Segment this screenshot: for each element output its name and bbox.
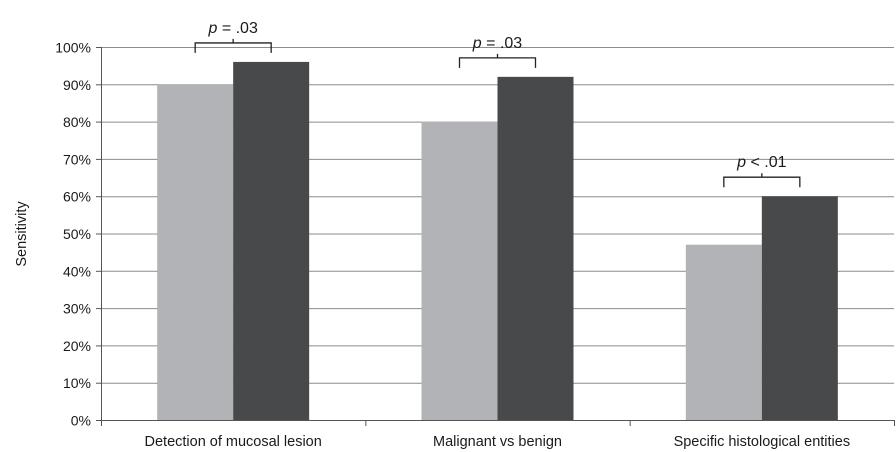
bar [497, 76, 574, 420]
bar [421, 121, 498, 420]
bar [233, 61, 310, 421]
x-category-label: Specific histological entities [674, 434, 851, 450]
y-tick-label: 30% [63, 301, 91, 317]
y-tick-label: 0% [71, 413, 91, 429]
y-tick-label: 10% [63, 375, 91, 391]
p-value-label: p = .03 [472, 35, 522, 52]
significance-annotations: p = .03 p = .03 p < .01 [194, 20, 801, 188]
y-tick-label: 50% [63, 226, 91, 242]
y-tick-label: 20% [63, 338, 91, 354]
y-tick-label: 60% [63, 189, 91, 205]
significance-bracket [723, 173, 801, 188]
bar [157, 84, 234, 421]
x-category-label: Detection of mucosal lesion [145, 434, 322, 450]
y-tick-label: 70% [63, 151, 91, 167]
bar [685, 244, 762, 420]
p-value-label: p < .01 [736, 154, 786, 171]
significance-bracket [194, 38, 272, 53]
x-category-label: Malignant vs benign [433, 434, 562, 450]
y-tick-label: 80% [63, 114, 91, 130]
p-value-label: p = .03 [207, 20, 257, 37]
x-category-labels: Detection of mucosal lesion Malignant vs … [145, 434, 851, 450]
y-tick-label: 40% [63, 263, 91, 279]
y-tick-labels: 0% 10% 20% 30% 40% 50% 60% 70% 80% 90% 100% [55, 40, 91, 429]
bar [761, 196, 838, 420]
bars [157, 61, 838, 421]
y-tick-label: 100% [55, 40, 91, 56]
axes [96, 47, 895, 426]
y-axis-title: Sensitivity [14, 201, 30, 267]
y-tick-label: 90% [63, 77, 91, 93]
significance-bracket [458, 53, 537, 68]
